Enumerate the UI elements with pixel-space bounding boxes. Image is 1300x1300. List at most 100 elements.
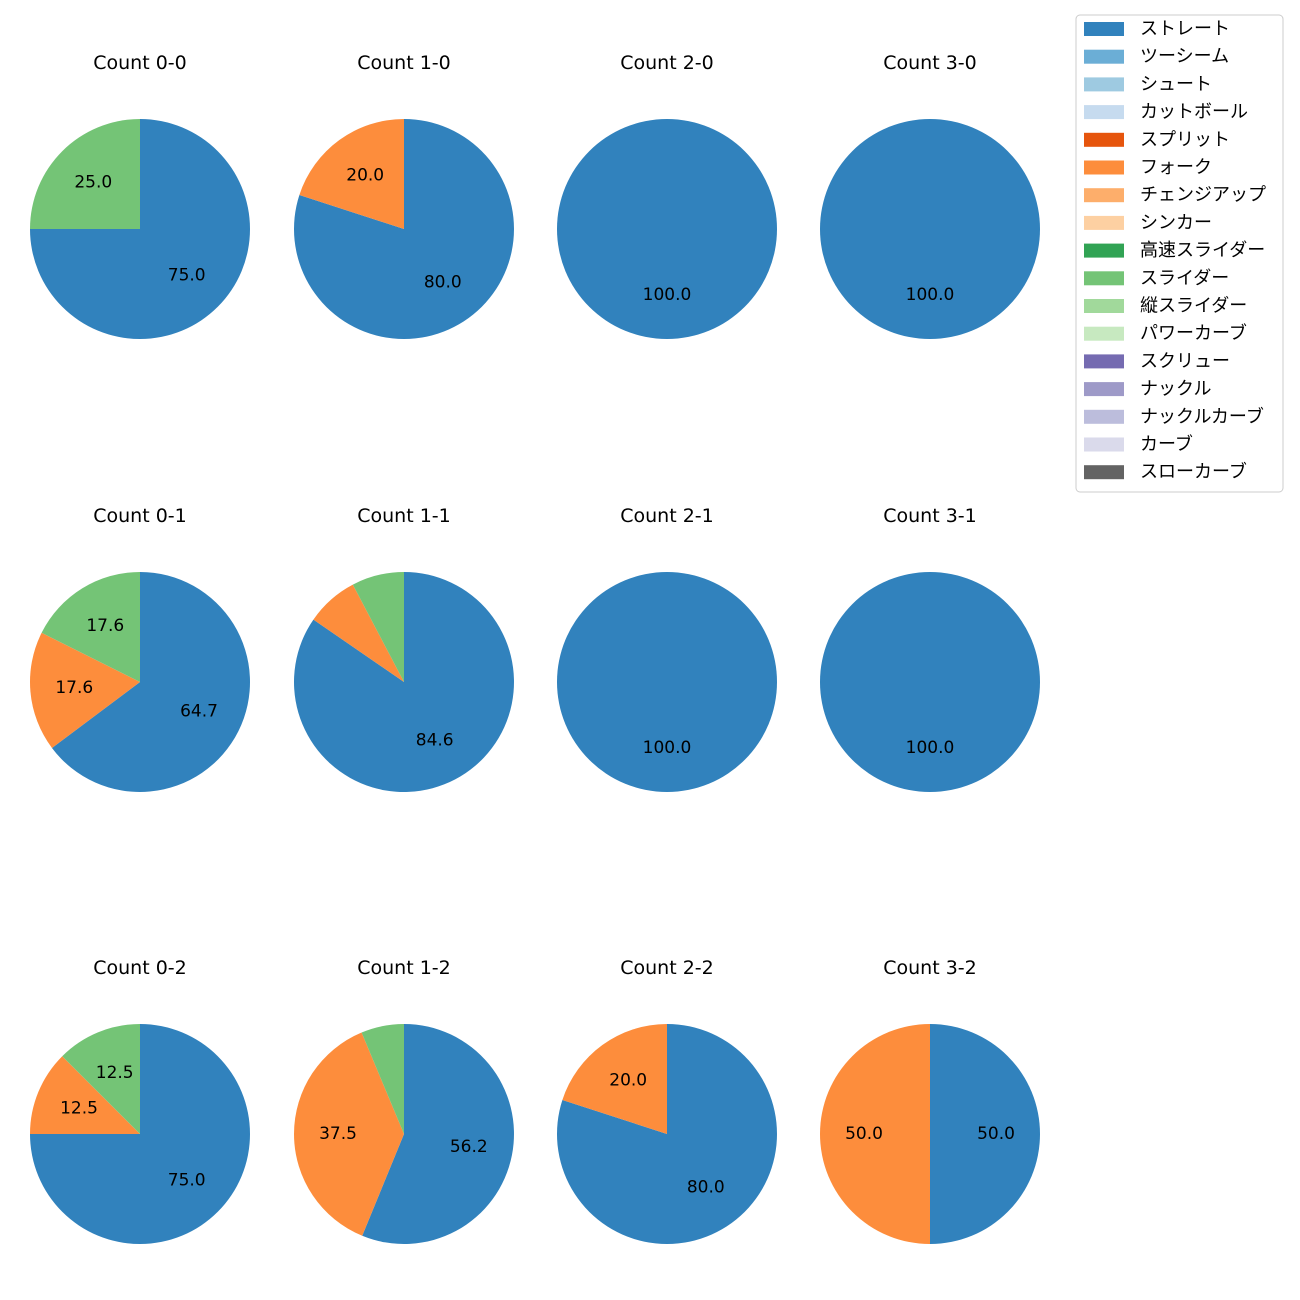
- slice-label: 12.5: [96, 1063, 134, 1083]
- legend-swatch: [1084, 437, 1124, 452]
- slice-label: 64.7: [180, 702, 218, 722]
- legend-item: スライダー: [1084, 268, 1229, 289]
- pie-title: Count 3-0: [883, 52, 977, 74]
- slice-label: 75.0: [168, 266, 206, 286]
- pie-slice: [62, 1024, 140, 1134]
- pie-slice: [30, 1056, 140, 1134]
- slice-label: 80.0: [424, 272, 462, 292]
- pie-title: Count 3-1: [883, 505, 977, 527]
- pie-4: Count 3-0 100.0: [820, 52, 1040, 339]
- pie-slice: [930, 1024, 1040, 1244]
- slice-label: 100.0: [643, 738, 692, 758]
- pie-slice: [30, 119, 140, 229]
- pie-title: Count 1-0: [357, 52, 451, 74]
- legend-item: カットボール: [1084, 102, 1248, 123]
- legend-swatch: [1084, 49, 1124, 64]
- pie-slice: [294, 1032, 404, 1236]
- slice-label: 80.0: [687, 1177, 725, 1197]
- legend-swatch: [1084, 132, 1124, 147]
- legend-swatch: [1084, 22, 1124, 36]
- pie-slice: [51, 572, 250, 792]
- legend-item: 縦スライダー: [1084, 296, 1247, 317]
- legend-item: カーブ: [1084, 433, 1193, 455]
- legend-label: ツーシーム: [1140, 46, 1229, 67]
- pie-1: Count 0-0 75.0 25.0: [30, 52, 250, 339]
- legend-frame: [1075, 14, 1284, 493]
- legend-label: シンカー: [1140, 212, 1212, 233]
- legend-item: スクリュー: [1084, 351, 1230, 372]
- pie-12: Count 3-2 50.0 50.0: [820, 957, 1040, 1244]
- pie-slice: [361, 1024, 404, 1134]
- pie-slice: [29, 632, 140, 748]
- pie-title: Count 0-0: [93, 52, 187, 74]
- legend-swatch: [1084, 105, 1124, 120]
- pie-title: Count 0-2: [93, 957, 187, 979]
- pie-slice: [557, 572, 777, 792]
- legend-swatch: [1084, 271, 1124, 286]
- legend-item: 高速スライダー: [1084, 240, 1265, 261]
- legend-label: カットボール: [1140, 102, 1248, 123]
- pie-slice: [293, 572, 514, 792]
- pie-slice: [820, 119, 1040, 339]
- legend-item: ツーシーム: [1084, 46, 1229, 67]
- legend-label: カーブ: [1140, 433, 1193, 455]
- legend-label: パワーカーブ: [1140, 322, 1247, 344]
- pie-11: Count 2-2 80.0 20.0: [556, 957, 777, 1244]
- legend-swatch: [1084, 326, 1124, 341]
- legend-swatch: [1084, 354, 1124, 369]
- legend-item: ナックルカーブ: [1084, 405, 1264, 427]
- legend-label: 縦スライダー: [1140, 296, 1247, 317]
- legend-label: ナックルカーブ: [1140, 405, 1264, 427]
- pie-title: Count 3-2: [883, 957, 977, 979]
- slice-label: 50.0: [977, 1124, 1015, 1144]
- pie-slice: [293, 119, 514, 339]
- legend: ストレートツーシームシュートカットボールスプリットフォークチェンジアップシンカー…: [1075, 14, 1284, 493]
- pie-title: Count 2-0: [620, 52, 714, 74]
- pie-8: Count 3-1 100.0: [820, 505, 1040, 792]
- slice-label: 12.5: [60, 1099, 98, 1119]
- legend-items: ストレートツーシームシュートカットボールスプリットフォークチェンジアップシンカー…: [1084, 19, 1266, 483]
- slice-label: 100.0: [906, 738, 955, 758]
- legend-item: シュート: [1084, 74, 1212, 95]
- slice-label: 50.0: [845, 1124, 883, 1144]
- legend-item: フォーク: [1084, 157, 1212, 178]
- pie-2: Count 1-0 80.0 20.0: [293, 52, 514, 339]
- legend-label: ナックル: [1140, 379, 1211, 400]
- slice-label: 100.0: [643, 285, 692, 305]
- slice-label: 20.0: [346, 166, 384, 186]
- legend-swatch: [1084, 382, 1124, 397]
- pie-slice: [557, 119, 777, 339]
- legend-item: シンカー: [1084, 212, 1212, 233]
- slice-label: 20.0: [609, 1071, 647, 1091]
- legend-swatch: [1084, 160, 1124, 175]
- legend-label: チェンジアップ: [1140, 185, 1266, 206]
- legend-swatch: [1084, 243, 1124, 258]
- pie-slice: [362, 1024, 514, 1244]
- pie-slice: [313, 584, 404, 682]
- slice-label: 84.6: [416, 730, 454, 750]
- legend-swatch: [1084, 215, 1124, 230]
- legend-label: フォーク: [1140, 157, 1212, 178]
- pie-slice: [352, 572, 404, 682]
- legend-label: スプリット: [1140, 129, 1230, 150]
- legend-item: パワーカーブ: [1084, 322, 1247, 344]
- pie-9: Count 0-2 75.0 12.5 12.5: [30, 957, 250, 1244]
- pie-title: Count 2-2: [620, 957, 714, 979]
- legend-swatch: [1084, 77, 1124, 92]
- legend-item: チェンジアップ: [1084, 185, 1266, 206]
- pie-slice: [556, 1024, 777, 1244]
- slice-label: 75.0: [168, 1171, 206, 1191]
- pie-10: Count 1-2 56.2 37.5: [294, 957, 514, 1244]
- pie-slice: [299, 119, 404, 229]
- legend-item: スローカーブ: [1084, 461, 1247, 483]
- pie-3: Count 2-0 100.0: [557, 52, 777, 339]
- legend-swatch: [1084, 409, 1124, 424]
- pie-slice: [41, 572, 141, 682]
- slice-label: 17.6: [86, 616, 124, 636]
- legend-swatch: [1084, 465, 1124, 480]
- pie-title: Count 1-2: [357, 957, 451, 979]
- legend-item: ストレート: [1084, 19, 1230, 40]
- legend-swatch: [1084, 188, 1124, 203]
- pie-title: Count 2-1: [620, 505, 714, 527]
